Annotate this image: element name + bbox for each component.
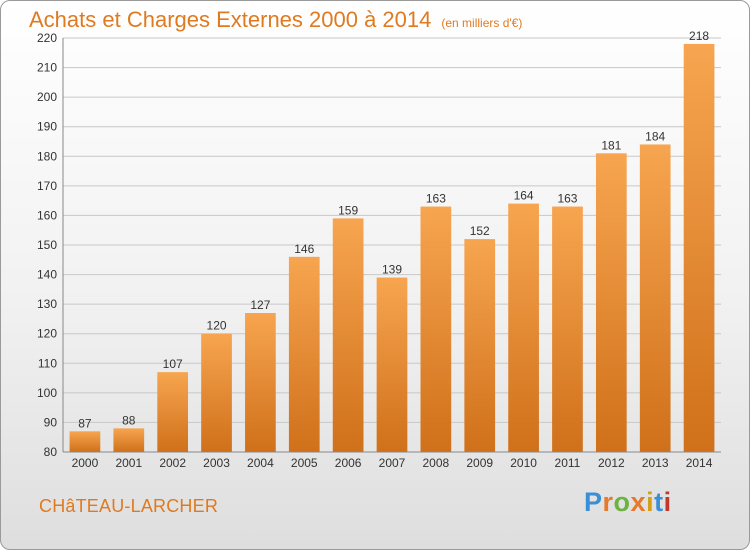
bar-2007: [376, 277, 408, 452]
city-name: CHâTEAU-LARCHER: [39, 496, 219, 516]
logo-letter: x: [630, 487, 647, 517]
bar-2005: [288, 256, 320, 452]
y-tick-label: 130: [37, 297, 57, 311]
proxiti-logo: Proxiti: [584, 487, 672, 518]
logo-letter: i: [646, 487, 655, 517]
bar-2001: [113, 428, 145, 452]
bar-value-label: 218: [689, 29, 709, 43]
bar-2014: [683, 43, 715, 453]
bar-2012: [595, 153, 627, 453]
bar-2000: [69, 431, 101, 452]
x-tick-label: 2010: [510, 456, 537, 470]
bar-value-label: 184: [645, 129, 665, 143]
bar-value-label: 146: [294, 242, 314, 256]
x-tick-label: 2000: [72, 456, 99, 470]
bar-value-label: 159: [338, 203, 358, 217]
y-tick-label: 150: [37, 238, 57, 252]
logo-letter: i: [663, 487, 672, 517]
bar-2004: [245, 313, 276, 452]
x-tick-label: 2007: [379, 456, 406, 470]
x-tick-label: 2004: [247, 456, 274, 470]
y-tick-label: 200: [37, 90, 57, 104]
x-tick-label: 2013: [642, 456, 669, 470]
bar-value-label: 152: [470, 224, 490, 238]
x-tick-label: 2009: [466, 456, 493, 470]
bar-2008: [420, 206, 452, 452]
bar-2003: [201, 333, 232, 452]
y-tick-label: 140: [37, 268, 57, 282]
x-tick-label: 2003: [203, 456, 230, 470]
logo-letter: o: [613, 487, 631, 517]
bar-2002: [157, 372, 189, 452]
logo-letter: P: [584, 487, 603, 517]
bar-value-label: 181: [601, 138, 621, 152]
logo-letter: t: [654, 487, 664, 517]
bar-value-label: 107: [163, 357, 183, 371]
y-tick-label: 100: [37, 386, 57, 400]
y-tick-label: 190: [37, 120, 57, 134]
bar-value-label: 139: [382, 263, 402, 277]
title-text: Achats et Charges Externes 2000 à 2014: [29, 7, 432, 32]
y-tick-label: 170: [37, 179, 57, 193]
bar-value-label: 127: [250, 298, 270, 312]
x-tick-label: 2008: [423, 456, 450, 470]
bar-2011: [552, 206, 583, 452]
x-tick-label: 2002: [159, 456, 186, 470]
y-tick-label: 220: [37, 31, 57, 45]
unit-label: (en milliers d'€): [441, 16, 523, 30]
bar-value-label: 87: [78, 416, 92, 430]
y-tick-label: 90: [44, 415, 58, 429]
chart-title: Achats et Charges Externes 2000 à 2014 (e…: [29, 7, 522, 33]
y-tick-label: 120: [37, 327, 57, 341]
bar-value-label: 120: [207, 319, 227, 333]
y-tick-label: 210: [37, 61, 57, 75]
y-tick-label: 160: [37, 208, 57, 222]
bar-2013: [639, 144, 671, 452]
bar-value-label: 163: [426, 192, 446, 206]
x-tick-label: 2001: [115, 456, 142, 470]
y-tick-label: 110: [38, 356, 57, 370]
x-tick-label: 2012: [598, 456, 625, 470]
bar-value-label: 163: [557, 192, 577, 206]
y-tick-label: 80: [44, 445, 58, 459]
logo-letter: r: [602, 487, 614, 517]
bar-2006: [332, 218, 364, 452]
y-tick-label: 180: [37, 149, 57, 163]
bar-2009: [464, 239, 496, 452]
x-tick-label: 2006: [335, 456, 362, 470]
axis-layer: 8090100110120130140150160170180190200210…: [37, 29, 721, 470]
bar-value-label: 164: [514, 189, 534, 203]
x-tick-label: 2005: [291, 456, 318, 470]
bar-layer: [69, 43, 715, 453]
bar-value-label: 88: [122, 413, 136, 427]
x-tick-label: 2014: [686, 456, 713, 470]
bar-2010: [508, 203, 539, 452]
x-tick-label: 2011: [555, 456, 581, 470]
